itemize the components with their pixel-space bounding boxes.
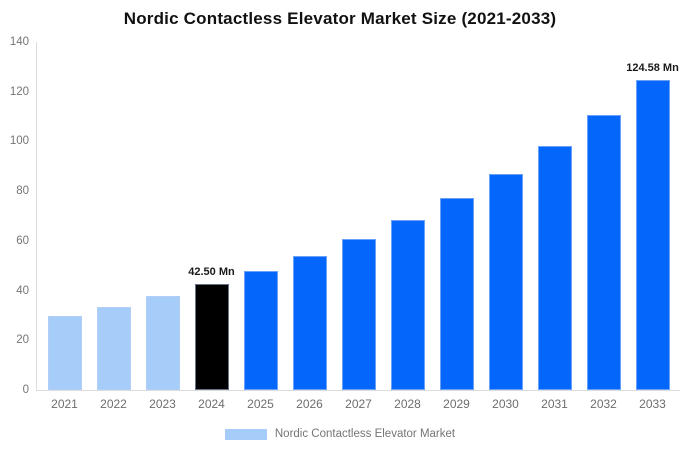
y-axis-line xyxy=(36,42,37,390)
bar-2027 xyxy=(341,238,376,390)
x-tick-label-2032: 2032 xyxy=(590,397,617,411)
bar-2029 xyxy=(439,198,474,390)
bar-2032 xyxy=(586,115,621,390)
bar-2022 xyxy=(96,306,131,390)
bar-slot-2028 xyxy=(383,42,432,390)
y-tick-label: 80 xyxy=(16,185,29,198)
bar-slot-2030 xyxy=(481,42,530,390)
x-tick-label-2033: 2033 xyxy=(639,397,666,411)
bar-value-label-2024: 42.50 Mn xyxy=(188,266,235,279)
x-tick-label-2028: 2028 xyxy=(394,397,421,411)
x-tick-label-2027: 2027 xyxy=(345,397,372,411)
bar-slot-2021 xyxy=(40,42,89,390)
y-tick-label: 100 xyxy=(9,135,29,148)
bar-2023 xyxy=(145,296,180,390)
y-tick-label: 60 xyxy=(16,234,29,247)
bar-2021 xyxy=(47,316,82,390)
bar-slot-2025 xyxy=(236,42,285,390)
bar-2030 xyxy=(488,173,523,390)
bar-slot-2033: 124.58 Mn xyxy=(626,42,679,390)
bar-slot-2022 xyxy=(89,42,138,390)
bar-slot-2032 xyxy=(579,42,628,390)
y-tick-label: 20 xyxy=(16,334,29,347)
bar-slot-2023 xyxy=(138,42,187,390)
x-axis-baseline xyxy=(36,390,680,391)
legend: Nordic Contactless Elevator Market xyxy=(0,426,680,442)
x-tick-label-2029: 2029 xyxy=(443,397,470,411)
chart-title: Nordic Contactless Elevator Market Size … xyxy=(123,9,557,28)
y-tick-label: 40 xyxy=(16,284,29,297)
y-tick-label: 120 xyxy=(9,85,29,98)
bar-2033 xyxy=(635,80,670,390)
x-tick-label-2025: 2025 xyxy=(247,397,274,411)
bar-2024 xyxy=(194,284,229,390)
bar-slot-2029 xyxy=(432,42,481,390)
bar-slot-2024: 42.50 Mn xyxy=(187,42,236,390)
x-tick-label-2022: 2022 xyxy=(100,397,127,411)
bar-slot-2031 xyxy=(530,42,579,390)
x-tick-label-2031: 2031 xyxy=(541,397,568,411)
legend-label: Nordic Contactless Elevator Market xyxy=(274,428,456,440)
bars-row: 42.50 Mn 124.58 Mn xyxy=(37,42,680,390)
bar-2026 xyxy=(292,255,327,390)
bar-2028 xyxy=(390,219,425,390)
y-tick-label: 140 xyxy=(9,36,29,48)
legend-swatch xyxy=(224,428,267,440)
y-tick-label: 0 xyxy=(22,384,29,396)
x-tick-label-2030: 2030 xyxy=(492,397,519,411)
bar-2025 xyxy=(243,270,278,390)
bar-slot-2026 xyxy=(285,42,334,390)
x-tick-label-2021: 2021 xyxy=(51,397,78,411)
x-axis-tick-labels: 2021 2022 2023 2024 2025 2026 2027 2028 2029 2030… xyxy=(37,397,680,411)
x-tick-label-2024: 2024 xyxy=(198,397,225,411)
x-tick-label-2023: 2023 xyxy=(149,397,176,411)
bar-slot-2027 xyxy=(334,42,383,390)
x-tick-label-2026: 2026 xyxy=(296,397,323,411)
bar-value-label-2033: 124.58 Mn xyxy=(626,62,679,75)
bar-2031 xyxy=(537,146,572,390)
